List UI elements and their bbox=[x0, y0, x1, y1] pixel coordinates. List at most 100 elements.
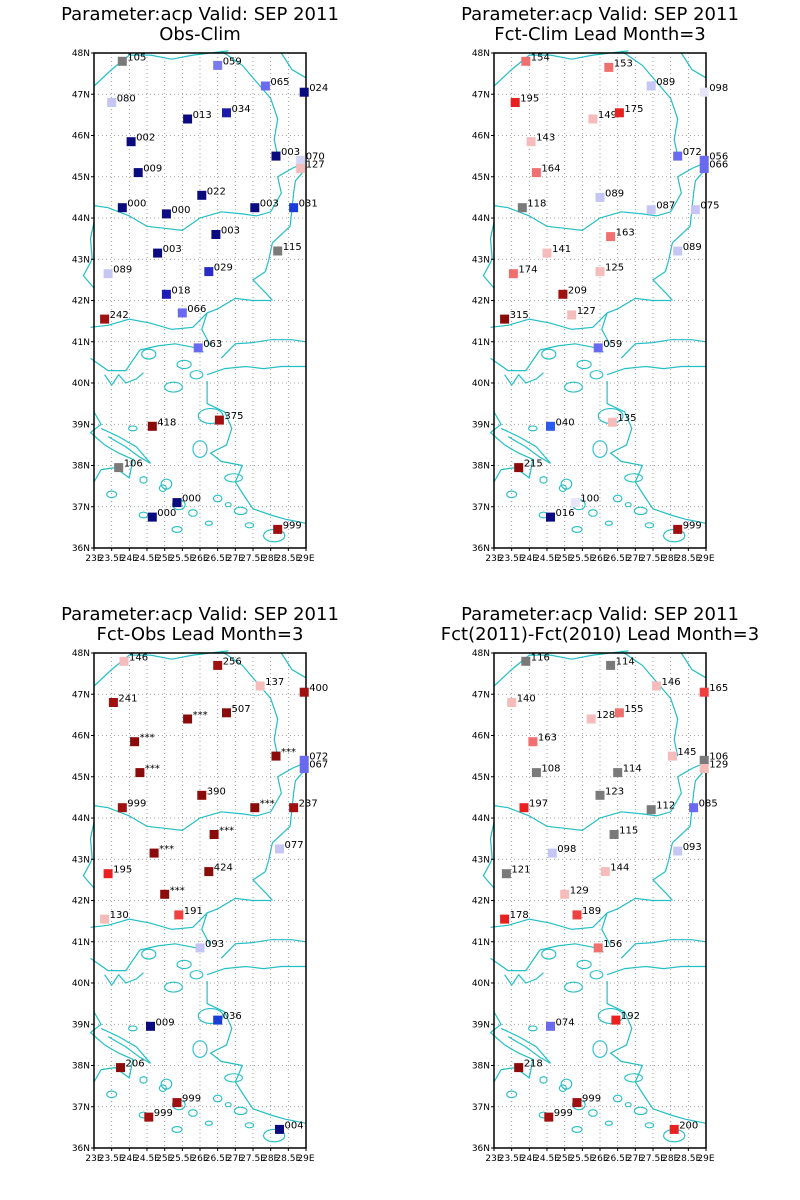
station-label: 016 bbox=[556, 508, 575, 519]
station-label: 074 bbox=[556, 1017, 575, 1028]
station-marker bbox=[544, 1112, 554, 1122]
island bbox=[128, 1025, 138, 1032]
station-marker bbox=[699, 755, 709, 765]
lat-tick-label: 38N bbox=[72, 1062, 90, 1072]
station-label: 156 bbox=[603, 939, 622, 950]
island bbox=[141, 348, 157, 360]
island bbox=[589, 970, 604, 980]
station-marker bbox=[197, 190, 207, 200]
station-label: 003 bbox=[221, 226, 240, 237]
station-marker bbox=[699, 687, 709, 697]
lat-tick-label: 42N bbox=[72, 297, 90, 307]
lon-tick-label: 27E bbox=[627, 1154, 644, 1164]
island bbox=[633, 1106, 648, 1116]
station-label: 114 bbox=[616, 656, 635, 667]
lon-tick-label: 28E bbox=[262, 554, 279, 564]
lon-tick-label: 27.5E bbox=[240, 554, 266, 564]
lon-tick-label: 24E bbox=[521, 1154, 538, 1164]
coastline bbox=[489, 1011, 534, 1083]
station-label: 093 bbox=[683, 842, 702, 853]
station-label: 121 bbox=[511, 865, 530, 876]
station-label: 098 bbox=[709, 83, 728, 94]
panel-title-line2: Obs-Clim bbox=[159, 24, 241, 45]
island bbox=[612, 1094, 623, 1103]
station-marker bbox=[299, 687, 309, 697]
station-marker bbox=[161, 289, 171, 299]
station-marker bbox=[606, 660, 616, 670]
station-marker bbox=[160, 889, 170, 899]
station-label: 137 bbox=[265, 677, 284, 688]
lat-tick-label: 47N bbox=[72, 690, 90, 700]
lon-tick-label: 25E bbox=[156, 554, 173, 564]
station-label: 129 bbox=[709, 760, 728, 771]
coastline bbox=[201, 312, 212, 347]
lon-tick-label: 28E bbox=[262, 1154, 279, 1164]
station-marker bbox=[606, 232, 616, 242]
station-label: 130 bbox=[110, 910, 129, 921]
lon-tick-label: 29E bbox=[697, 1154, 714, 1164]
coastline bbox=[500, 1027, 551, 1064]
station-label: 256 bbox=[223, 656, 242, 667]
lat-tick-label: 37N bbox=[72, 1103, 90, 1113]
lon-tick-label: 23.5E bbox=[499, 1154, 525, 1164]
coastline bbox=[601, 312, 612, 347]
station-marker bbox=[273, 246, 283, 256]
station-marker bbox=[614, 708, 624, 718]
station-marker bbox=[100, 914, 110, 924]
station-label: 059 bbox=[223, 56, 242, 67]
station-label: 077 bbox=[285, 840, 304, 851]
lat-tick-label: 40N bbox=[472, 379, 490, 389]
station-label: 197 bbox=[529, 799, 548, 810]
island bbox=[592, 440, 608, 458]
lat-tick-label: 45N bbox=[72, 773, 90, 783]
lon-tick-label: 24E bbox=[521, 554, 538, 564]
station-marker bbox=[172, 498, 182, 508]
island bbox=[204, 1120, 213, 1126]
station-label: 024 bbox=[309, 83, 328, 94]
station-label: 116 bbox=[531, 652, 550, 663]
station-marker bbox=[646, 805, 656, 815]
station-marker bbox=[570, 498, 580, 508]
lon-tick-label: 28.5E bbox=[275, 554, 301, 564]
panel-title-line1: Parameter:acp Valid: SEP 2011 bbox=[461, 4, 739, 25]
station-marker bbox=[117, 56, 127, 66]
lon-tick-label: 29E bbox=[297, 554, 314, 564]
lat-tick-label: 43N bbox=[472, 255, 490, 265]
station-label: *** bbox=[219, 826, 234, 837]
lon-tick-label: 23.5E bbox=[99, 554, 125, 564]
island bbox=[244, 522, 255, 529]
station-label: *** bbox=[260, 799, 275, 810]
lon-tick-label: 25E bbox=[556, 1154, 573, 1164]
coastline bbox=[104, 972, 144, 987]
station-marker bbox=[595, 192, 605, 202]
station-marker bbox=[183, 114, 193, 124]
coastline bbox=[201, 912, 212, 947]
lat-tick-label: 38N bbox=[472, 462, 490, 472]
coastline bbox=[504, 972, 544, 987]
station-marker bbox=[271, 751, 281, 761]
station-label: 029 bbox=[214, 263, 233, 274]
station-label: 066 bbox=[709, 160, 728, 171]
station-label: 999 bbox=[683, 520, 702, 531]
lat-tick-label: 46N bbox=[72, 132, 90, 142]
station-marker bbox=[114, 463, 124, 473]
station-marker bbox=[600, 867, 610, 877]
coastline bbox=[620, 650, 679, 757]
station-marker bbox=[667, 751, 677, 761]
island bbox=[528, 1025, 538, 1032]
island bbox=[592, 1040, 608, 1058]
lat-tick-label: 46N bbox=[472, 732, 490, 742]
island bbox=[604, 520, 613, 526]
station-marker bbox=[593, 343, 603, 353]
lat-tick-label: 47N bbox=[472, 690, 490, 700]
station-marker bbox=[144, 1112, 154, 1122]
station-label: 237 bbox=[299, 799, 318, 810]
station-marker bbox=[507, 698, 517, 707]
island bbox=[139, 476, 148, 484]
lon-tick-label: 25.5E bbox=[569, 1154, 595, 1164]
station-marker bbox=[133, 168, 143, 178]
station-marker bbox=[572, 910, 582, 920]
coastline bbox=[90, 343, 204, 372]
panel-title-line1: Parameter:acp Valid: SEP 2011 bbox=[61, 4, 339, 25]
station-label: 154 bbox=[531, 52, 550, 63]
